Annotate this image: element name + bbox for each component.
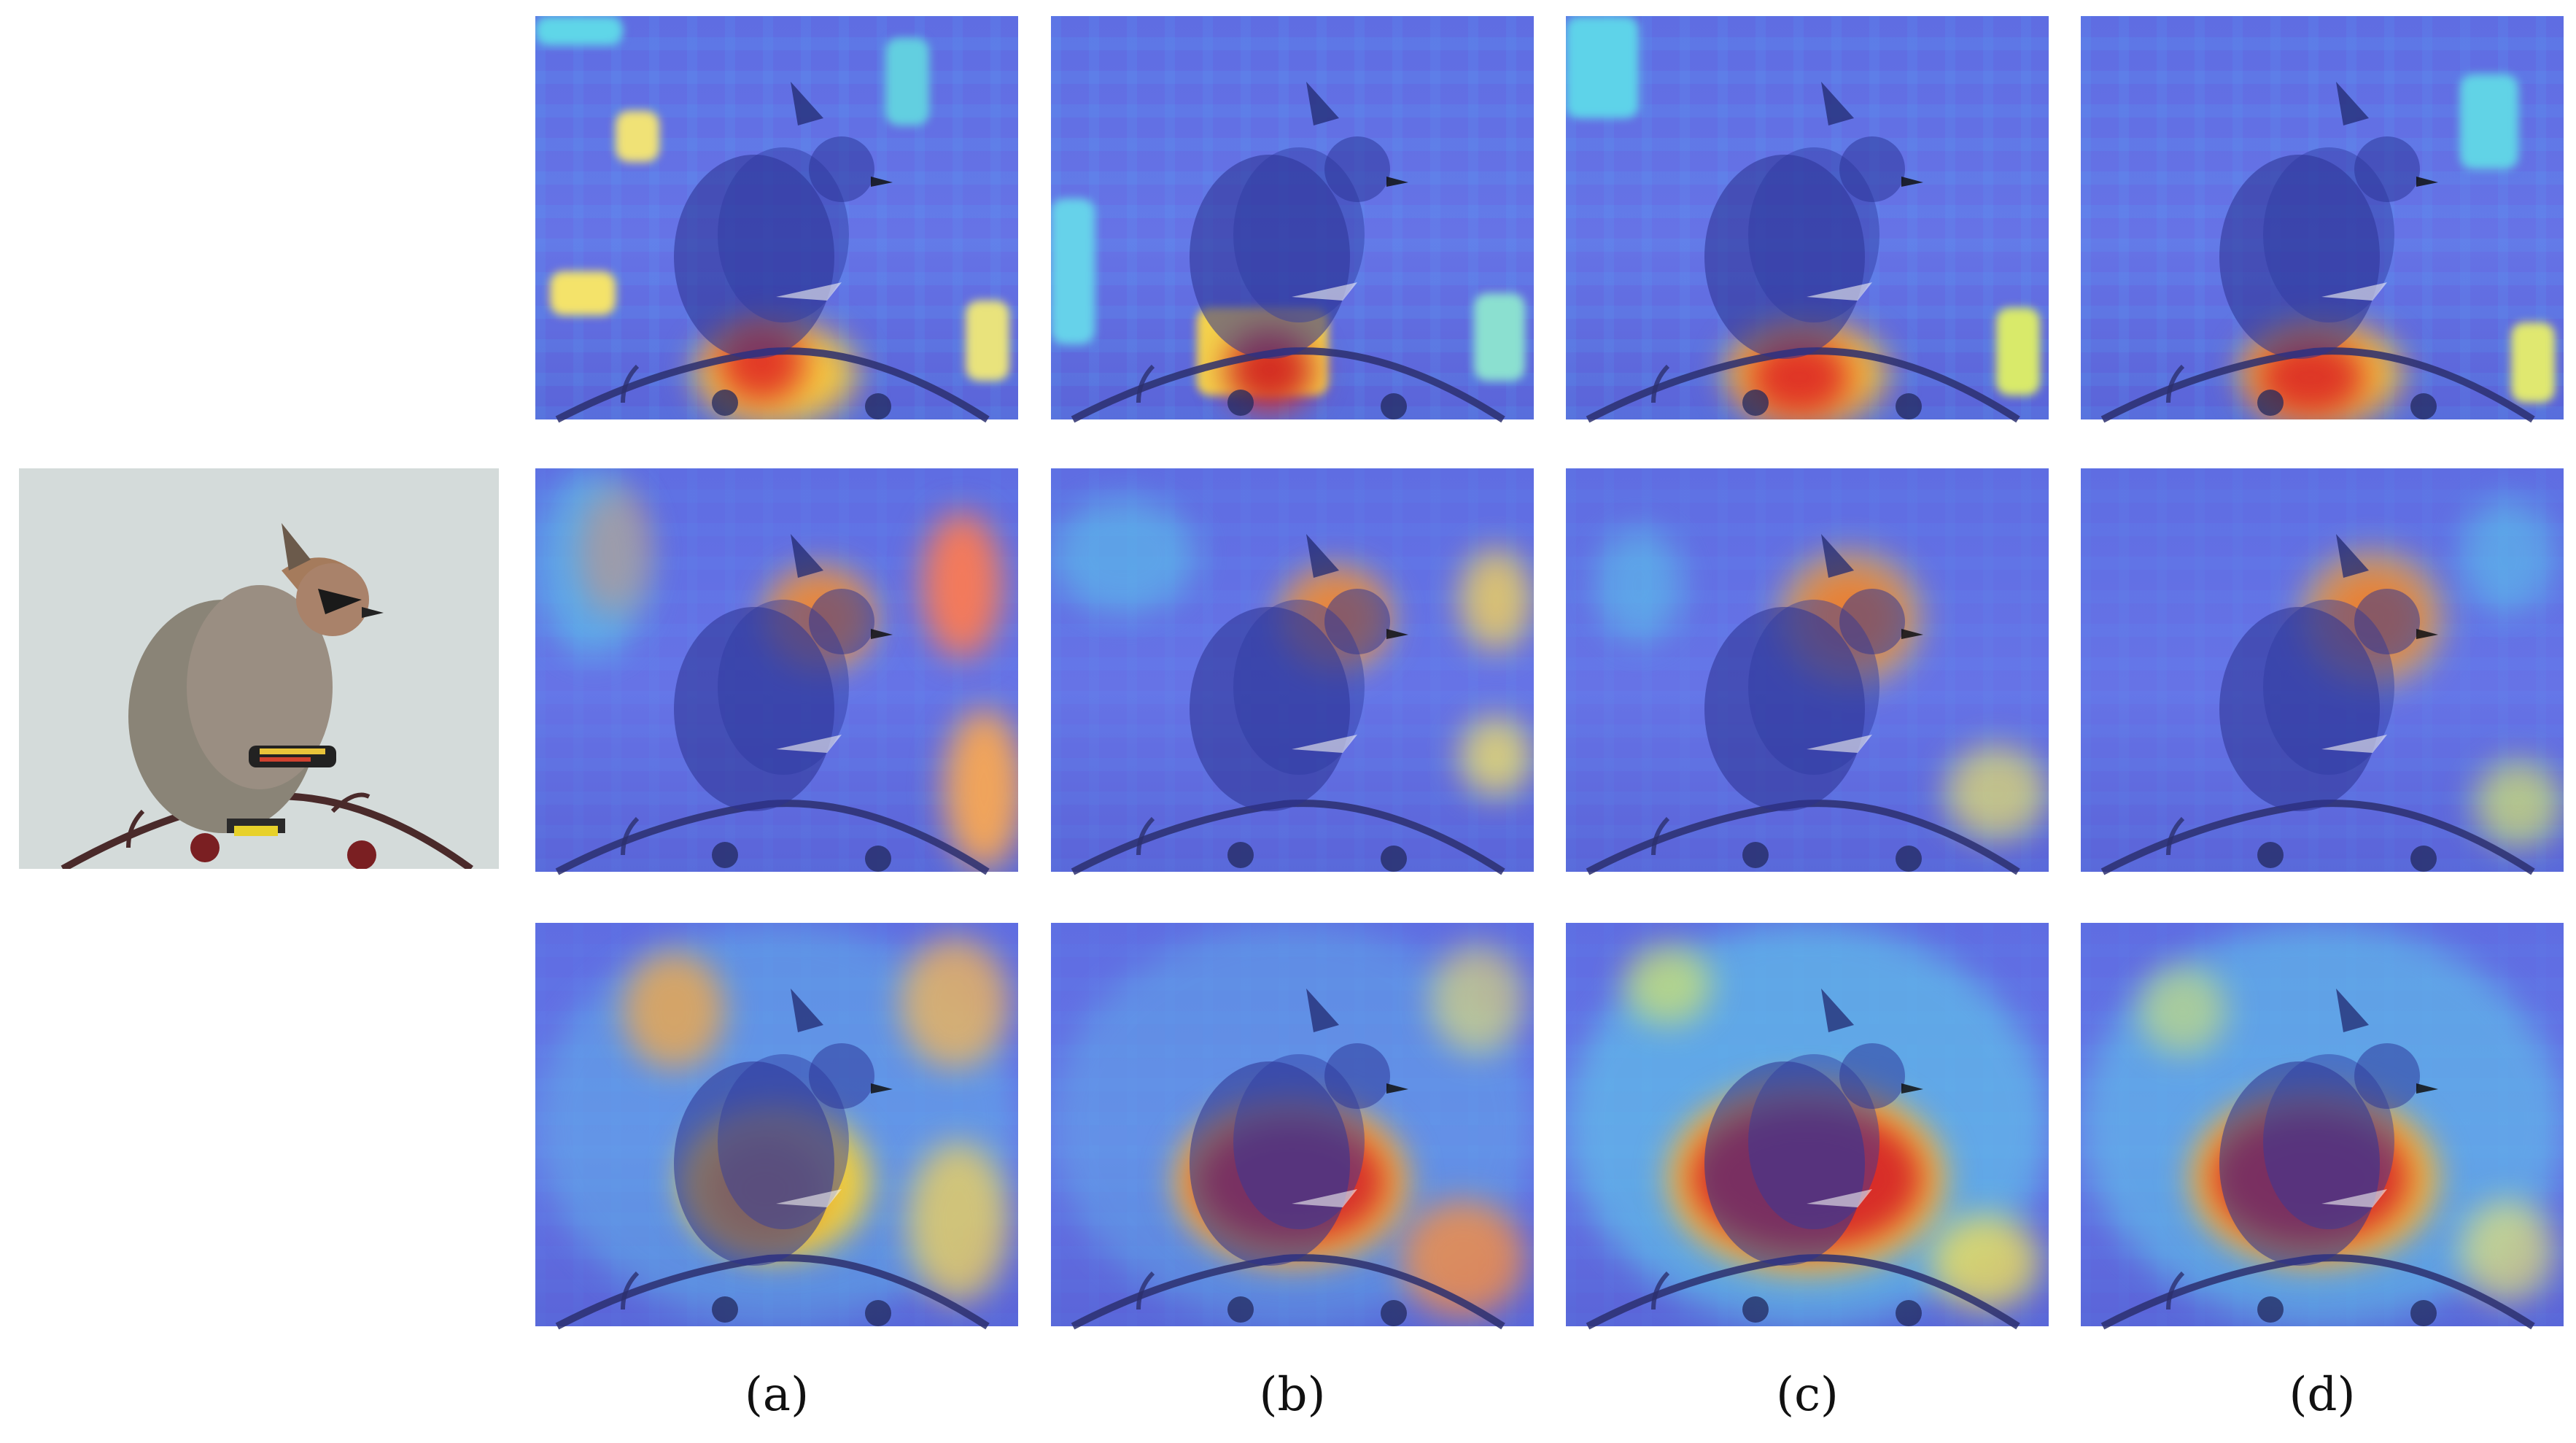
heatmap-row2-a xyxy=(535,468,1018,872)
bird-photo-icon xyxy=(19,468,499,869)
caption-b: (b) xyxy=(1259,1368,1326,1422)
caption-c: (c) xyxy=(1776,1368,1839,1422)
caption-d: (d) xyxy=(2289,1368,2356,1422)
caption-a: (a) xyxy=(744,1368,810,1422)
input-photo xyxy=(19,468,499,869)
